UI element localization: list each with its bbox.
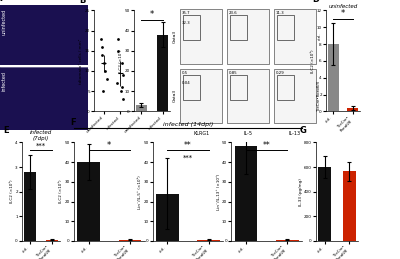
Text: G: G <box>299 126 306 135</box>
FancyBboxPatch shape <box>180 9 222 64</box>
Text: A: A <box>0 0 2 3</box>
Point <box>98 37 104 41</box>
Bar <box>0 5 88 65</box>
Text: infected (14dpi): infected (14dpi) <box>163 122 213 127</box>
Text: uninfected: uninfected <box>229 0 263 2</box>
Text: uninfected: uninfected <box>2 9 7 35</box>
Y-axis label: Lin⁻/IL-13⁺ (×10⁵): Lin⁻/IL-13⁺ (×10⁵) <box>216 174 220 210</box>
Text: *: * <box>107 141 112 150</box>
Text: B: B <box>80 0 86 5</box>
Bar <box>119 240 142 241</box>
Text: D: D <box>312 0 320 4</box>
Text: 0.85: 0.85 <box>228 71 237 75</box>
Text: Gata3: Gata3 <box>173 89 177 103</box>
Text: *: * <box>150 10 154 19</box>
FancyBboxPatch shape <box>227 9 269 64</box>
Point <box>115 49 122 53</box>
Point <box>98 45 105 49</box>
Text: Gata3: Gata3 <box>173 30 177 43</box>
Text: ***: *** <box>36 143 46 149</box>
Text: KLRG1: KLRG1 <box>193 131 209 136</box>
Bar <box>156 194 179 241</box>
Y-axis label: ILC2 (×10⁵): ILC2 (×10⁵) <box>119 49 123 73</box>
Bar <box>197 240 220 241</box>
Text: 23.6: 23.6 <box>228 11 237 15</box>
Point <box>104 77 110 81</box>
Bar <box>342 171 356 241</box>
Point <box>115 37 121 41</box>
FancyBboxPatch shape <box>227 69 269 123</box>
Bar <box>77 162 100 241</box>
Bar <box>318 167 332 241</box>
Text: 11.3: 11.3 <box>275 11 284 15</box>
Text: 35.7: 35.7 <box>182 11 190 15</box>
Bar <box>157 35 168 111</box>
Point <box>119 61 126 65</box>
Y-axis label: ILC2 (×10⁵): ILC2 (×10⁵) <box>311 49 315 73</box>
Point <box>98 53 105 57</box>
Bar <box>348 108 358 111</box>
Point <box>120 73 126 77</box>
Text: E: E <box>3 126 9 135</box>
Bar <box>276 240 299 241</box>
Text: 0.29: 0.29 <box>275 71 284 75</box>
Y-axis label: tdtomato⁺ cells / mm²: tdtomato⁺ cells / mm² <box>79 38 83 84</box>
Bar <box>0 67 88 130</box>
Point <box>118 89 124 93</box>
Text: infected: infected <box>2 71 7 91</box>
Point <box>100 89 106 93</box>
Text: *: * <box>341 9 345 18</box>
Point <box>118 85 125 89</box>
Text: F: F <box>70 118 76 127</box>
FancyBboxPatch shape <box>274 69 316 123</box>
Bar <box>24 172 36 241</box>
Text: **: ** <box>184 141 192 150</box>
Y-axis label: ILC2 (×10⁵): ILC2 (×10⁵) <box>59 180 63 204</box>
Title: infected
(7dpi): infected (7dpi) <box>30 130 52 141</box>
Text: IL-5: IL-5 <box>244 131 253 136</box>
Y-axis label: Lin⁻/IL-5⁺ (×10⁵): Lin⁻/IL-5⁺ (×10⁵) <box>138 175 142 208</box>
Title: uninfected: uninfected <box>328 4 358 9</box>
Text: IL-13: IL-13 <box>289 131 301 136</box>
Bar <box>234 146 257 241</box>
Text: **: ** <box>263 141 270 150</box>
Point <box>101 61 108 65</box>
Bar <box>46 240 58 241</box>
Bar <box>328 44 338 111</box>
Text: TieCre•Rorαfl/fl: TieCre•Rorαfl/fl <box>318 81 322 111</box>
Text: ctrl.: ctrl. <box>318 32 322 40</box>
Text: 0.5: 0.5 <box>182 71 188 75</box>
Point <box>102 69 108 73</box>
FancyBboxPatch shape <box>180 69 222 123</box>
Y-axis label: IL-33 (pg/mg): IL-33 (pg/mg) <box>298 178 302 206</box>
Point <box>119 97 126 101</box>
Bar <box>136 105 147 111</box>
Text: 32.3: 32.3 <box>182 21 190 25</box>
Y-axis label: ILC2 (×10⁵): ILC2 (×10⁵) <box>10 180 14 204</box>
FancyBboxPatch shape <box>274 9 316 64</box>
Text: ***: *** <box>183 155 193 161</box>
Point <box>114 81 120 85</box>
Text: 0.04: 0.04 <box>182 81 190 85</box>
